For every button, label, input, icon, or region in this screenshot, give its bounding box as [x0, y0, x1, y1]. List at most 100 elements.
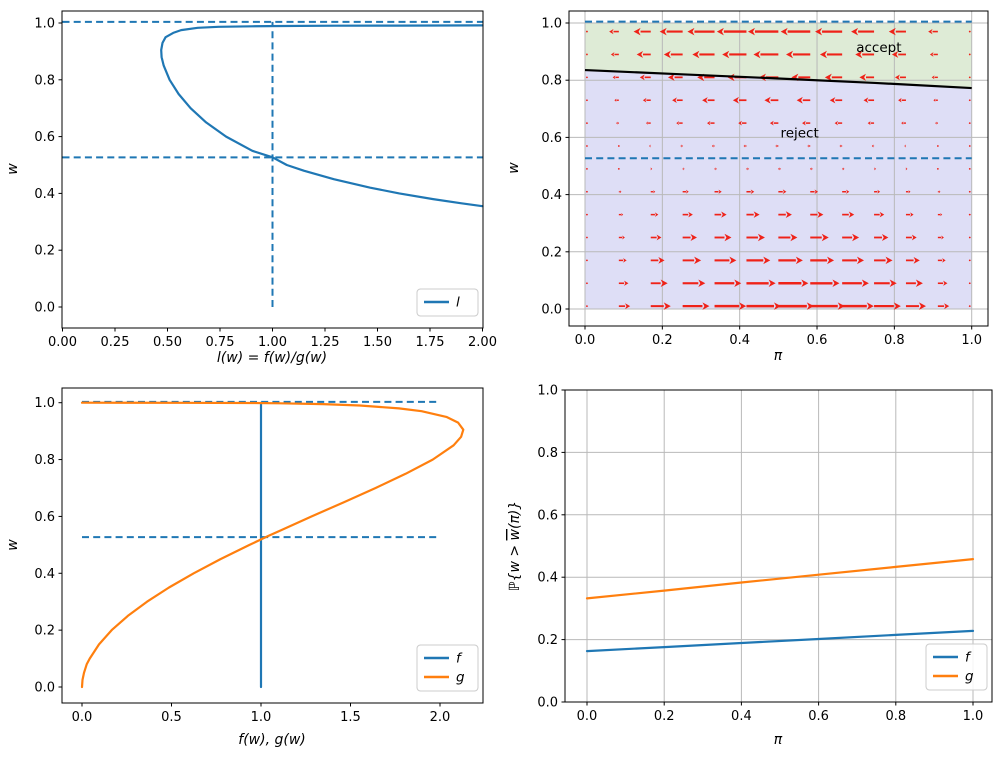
y-ticks: 0.0 0.2 0.4 0.6 0.8 1.0 [34, 17, 62, 316]
quiver-head [718, 189, 722, 194]
subplot-likelihood-ratio: 0.00 0.25 0.50 0.75 1.00 1.25 1.50 1.75 2.000.00… [5, 10, 497, 366]
y-tick-label: 0.4 [537, 571, 558, 586]
quiver-head [827, 256, 835, 265]
y-tick-label: 1.0 [34, 396, 55, 411]
quiver-head [943, 280, 948, 286]
x-ticks: 0.0 0.2 0.4 0.6 0.8 1.0 [575, 326, 982, 348]
quiver-head [815, 27, 823, 36]
y-tick-label: 0.8 [537, 446, 558, 461]
quiver-dot [968, 259, 971, 262]
quiver-dot [586, 282, 588, 285]
quiver-dot [586, 53, 588, 56]
quiver-dot [968, 236, 971, 239]
y-tick-label: 0.4 [541, 188, 562, 203]
y-tick-label: 0.2 [34, 244, 55, 259]
quiver-dot [586, 259, 588, 262]
quiver-head [622, 235, 625, 240]
quiver-head [935, 121, 937, 125]
quiver-head [716, 27, 724, 36]
quiver-head [764, 96, 771, 104]
quiver-head [621, 213, 624, 217]
y-ticks: 0.0 0.2 0.4 0.6 0.8 1.0 [34, 396, 62, 696]
quiver-head [663, 302, 671, 310]
x-tick-label: 0.00 [48, 335, 77, 350]
quiver-head [824, 73, 832, 82]
quiver-head [785, 211, 792, 218]
x-tick-label: 2.0 [430, 710, 451, 725]
quiver-head [834, 120, 839, 126]
y-tick-label: 1.0 [541, 17, 562, 32]
quiver-head [942, 258, 946, 263]
x-tick-label: 1.0 [251, 710, 272, 725]
annotation-reject: reject [780, 126, 818, 142]
quiver-dot [968, 190, 971, 193]
quiver-head [692, 50, 700, 59]
y-tick-label: 1.0 [537, 384, 558, 399]
quiver-dot [968, 76, 971, 79]
quiver-dot [968, 167, 971, 170]
reject-region [585, 70, 972, 309]
quiver-dot [968, 99, 971, 102]
legend-label-g: g [965, 669, 974, 685]
legend-label-l: l [456, 295, 460, 311]
quiver-head [931, 75, 935, 80]
quiver-head [687, 27, 695, 36]
quiver-head [888, 27, 896, 36]
quiver-head [694, 256, 702, 265]
quiver-head [698, 279, 706, 287]
y-tick-label: 0.6 [34, 130, 55, 145]
y-tick-label: 0.4 [34, 187, 55, 202]
quiver-head [738, 120, 742, 126]
quiver-dot [586, 167, 588, 170]
quiver-head [747, 27, 755, 36]
quiver-dot [968, 30, 971, 33]
quiver-dot [968, 305, 971, 308]
quiver-dot [968, 122, 971, 124]
legend-label-f: f [456, 651, 463, 667]
quiver-head [747, 167, 749, 171]
y-ticks: 0.0 0.2 0.4 0.6 0.8 1.0 [541, 17, 569, 318]
quiver-head [790, 233, 798, 242]
x-tick-label: 0.50 [153, 335, 182, 350]
quiver-head [863, 97, 869, 104]
y-ticks: 0.0 0.2 0.4 0.6 0.8 1.0 [537, 384, 565, 711]
legend-box [416, 644, 479, 692]
x-ticks: 0.00 0.25 0.50 0.75 1.00 1.25 1.50 1.75 2.00 [48, 328, 497, 350]
quiver-head [837, 302, 845, 310]
quiver-head [911, 234, 917, 241]
quiver-head [786, 50, 794, 59]
quiver-dot [586, 76, 588, 79]
quiver-field [586, 27, 971, 310]
quiver-head [619, 190, 622, 194]
quiver-head [729, 256, 737, 265]
x-tick-label: 0.75 [206, 335, 235, 350]
quiver-dot [617, 167, 620, 170]
quiver-head [616, 121, 618, 125]
quiver-head [866, 302, 874, 310]
quiver-head [610, 52, 615, 57]
quiver-dot [968, 145, 971, 147]
annotation-accept: accept [856, 40, 901, 56]
quiver-head [753, 211, 760, 218]
quiver-head [918, 302, 926, 310]
y-tick-label: 0.6 [541, 131, 562, 146]
quiver-head [848, 211, 855, 218]
quiver-head [891, 50, 899, 58]
legend-label-f: f [965, 650, 972, 666]
y-tick-label: 0.8 [34, 73, 55, 88]
quiver-head [780, 27, 788, 36]
quiver-head [941, 235, 944, 240]
axes-spines [568, 10, 989, 327]
x-tick-label: 0.0 [72, 710, 93, 725]
x-axis-label: π [774, 348, 783, 364]
quiver-head [857, 256, 865, 265]
quiver-head [609, 28, 614, 35]
quiver-head [874, 167, 876, 171]
y-tick-label: 0.6 [34, 510, 55, 525]
x-tick-label: 1.75 [416, 335, 445, 350]
quiver-dot [586, 236, 588, 239]
quiver-dot [936, 145, 939, 147]
x-tick-label: 0.8 [885, 709, 906, 724]
quiver-dot [617, 145, 620, 147]
